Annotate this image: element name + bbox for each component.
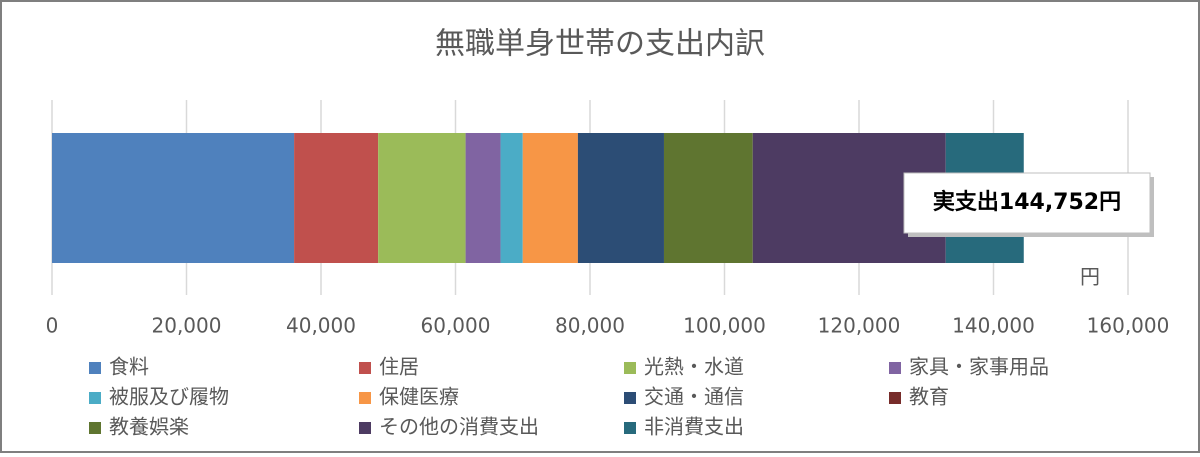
x-tick-label: 40,000 (286, 314, 356, 338)
bar-segment (522, 133, 578, 263)
legend-label: 住居 (379, 355, 419, 379)
x-tick-label: 160,000 (1087, 314, 1170, 338)
bar-segment (294, 133, 379, 263)
legend-label: 家具・家事用品 (909, 355, 1049, 379)
bar-segment (663, 133, 753, 263)
legend-label: 被服及び履物 (109, 385, 229, 409)
bar-segment (500, 133, 523, 263)
legend-swatch (624, 362, 636, 374)
legend-label: 非消費支出 (644, 415, 744, 439)
legend-swatch (624, 392, 636, 404)
bar-segment (465, 133, 501, 263)
legend-swatch (359, 362, 371, 374)
x-tick-label: 80,000 (555, 314, 625, 338)
legend-swatch (89, 392, 101, 404)
legend-label: 保健医療 (379, 385, 459, 409)
annotation-box (903, 172, 1151, 234)
legend-swatch (889, 392, 901, 404)
bar-segment (378, 133, 466, 263)
axis-unit: 円 (1080, 265, 1100, 289)
legend-label: 光熱・水道 (644, 355, 744, 379)
legend-label: 交通・通信 (644, 385, 744, 409)
legend-label: その他の消費支出 (379, 415, 539, 439)
x-tick-label: 60,000 (421, 314, 491, 338)
legend-swatch (624, 422, 636, 434)
legend-label: 教養娯楽 (109, 415, 189, 439)
x-tick-label: 140,000 (952, 314, 1035, 338)
legend-swatch (359, 392, 371, 404)
legend-swatch (359, 422, 371, 434)
annotation: 実支出144,752円 (933, 189, 1121, 215)
legend-swatch (89, 362, 101, 374)
bar-segment (577, 133, 664, 263)
legend-swatch (89, 422, 101, 434)
bar-segment (52, 133, 295, 263)
legend-label: 食料 (109, 355, 149, 379)
x-tick-label: 20,000 (152, 314, 222, 338)
chart-title: 無職単身世帯の支出内訳 (435, 27, 765, 62)
legend-label: 教育 (909, 385, 949, 409)
x-tick-label: 0 (46, 314, 59, 338)
x-tick-label: 120,000 (818, 314, 901, 338)
x-tick-label: 100,000 (683, 314, 766, 338)
legend-swatch (889, 362, 901, 374)
